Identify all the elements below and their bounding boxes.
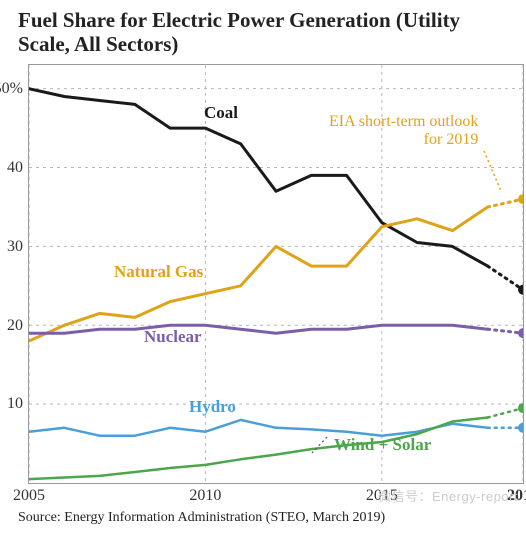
- y-tick-label: 30: [7, 238, 29, 256]
- y-tick-label: 50%: [0, 80, 29, 98]
- y-tick-label: 10: [7, 395, 29, 413]
- x-tick-label: 2005: [13, 483, 45, 505]
- chart-area: 1020304050% 2005201020152019 CoalNatural…: [28, 64, 524, 484]
- y-tick-label: 40: [7, 159, 29, 177]
- outlook-label: EIA short-term outlookfor 2019: [329, 113, 478, 148]
- chart-title: Fuel Share for Electric Power Generation…: [18, 8, 514, 56]
- source-attribution: Source: Energy Information Administratio…: [18, 510, 514, 526]
- watermark: 微信号：Energy-report: [378, 486, 518, 505]
- y-tick-label: 20: [7, 317, 29, 335]
- x-tick-label: 2010: [189, 483, 221, 505]
